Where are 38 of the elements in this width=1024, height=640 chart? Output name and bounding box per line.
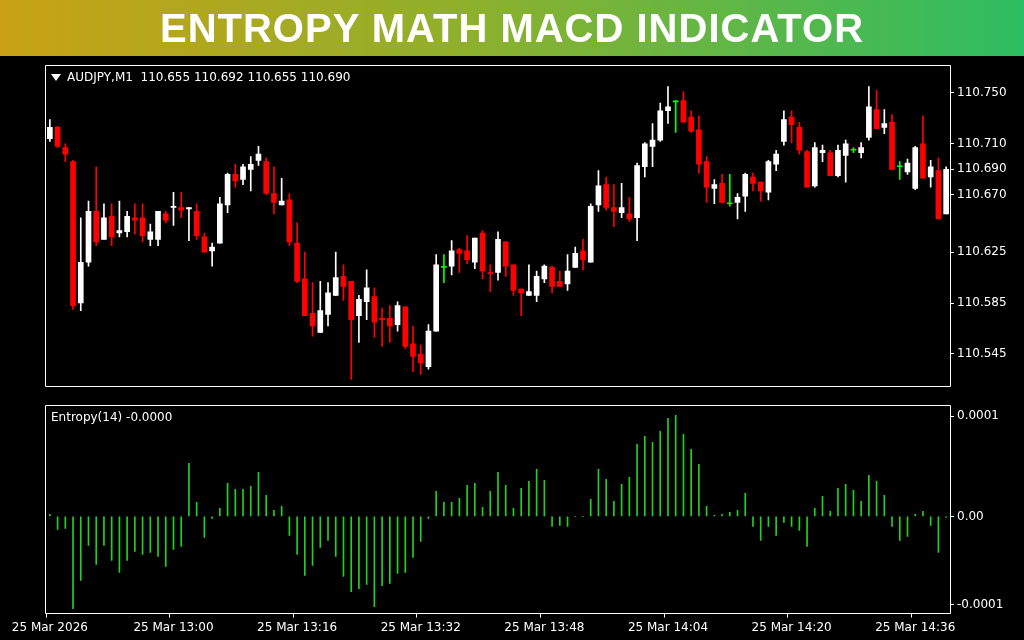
- candlestick: [387, 305, 393, 343]
- x-tick-label: 25 Mar 13:16: [257, 619, 338, 634]
- candlestick: [271, 166, 277, 215]
- annotation: AUDJPY,M1 110.655 110.692 110.655 110.690: [67, 70, 351, 84]
- candlestick: [441, 254, 447, 283]
- chart-title: ENTROPY MATH MACD INDICATOR: [0, 0, 1024, 56]
- y-tick-label: 0.00: [957, 508, 984, 523]
- x-tick-label: 25 Mar 13:00: [133, 619, 214, 634]
- y-tick-label: 110.710: [957, 136, 1007, 150]
- candlestick: [487, 264, 494, 292]
- annotation: Entropy(14) -0.0000: [51, 410, 173, 424]
- candlestick: [132, 203, 138, 235]
- candlestick: [526, 264, 532, 296]
- x-tick-label: 25 Mar 14:04: [627, 619, 709, 634]
- candlestick: [209, 242, 215, 267]
- x-tick-label: 25 Mar 14:36: [875, 619, 956, 634]
- y-tick-label: 110.690: [957, 161, 1007, 176]
- candlestick: [665, 86, 671, 124]
- candlestick: [518, 288, 525, 317]
- candlestick: [896, 161, 903, 180]
- y-tick-label: 110.670: [957, 186, 1007, 201]
- x-tick-label: 25 Mar 13:48: [504, 619, 585, 634]
- y-tick-label: -0.0001: [957, 596, 1004, 611]
- candlestick: [247, 156, 254, 192]
- candlestick: [611, 184, 617, 227]
- y-tick-label: 110.625: [957, 244, 1007, 259]
- y-tick-label: 110.545: [957, 346, 1007, 361]
- x-tick-label: 25 Mar 14:20: [751, 619, 832, 634]
- x-tick-label: 25 Mar 13:32: [380, 619, 461, 634]
- candlestick: [379, 307, 385, 347]
- y-tick-label: 110.585: [957, 295, 1007, 310]
- candlestick: [186, 207, 192, 241]
- y-tick-label: 0.0001: [957, 408, 999, 423]
- x-tick-label: 25 Mar 2026: [11, 619, 88, 634]
- candlestick: [178, 191, 185, 219]
- y-tick-label: 110.750: [957, 85, 1007, 100]
- candlestick: [726, 174, 733, 207]
- candlestick: [881, 109, 888, 135]
